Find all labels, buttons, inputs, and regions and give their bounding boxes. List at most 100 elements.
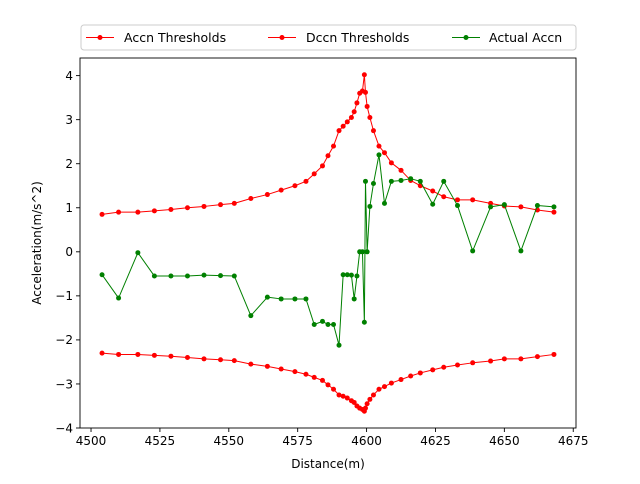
data-point-accn-thresholds [201,203,207,209]
data-point-dccn-thresholds [408,373,414,379]
data-point-dccn-thresholds [340,393,346,399]
y-tick-label: 4 [65,69,73,83]
data-point-dccn-thresholds [364,401,370,407]
data-point-accn-thresholds [278,187,284,193]
data-point-dccn-thresholds [488,358,494,364]
legend-marker-dccn-thresholds [279,35,285,40]
data-point-accn-thresholds [292,183,298,189]
data-point-dccn-thresholds [319,377,325,383]
data-point-accn-thresholds [381,150,387,156]
data-point-actual-accn [398,177,404,183]
x-tick-label: 4600 [351,434,382,448]
data-point-actual-accn [534,203,540,209]
data-point-actual-accn [231,273,237,279]
data-point-accn-thresholds [388,160,394,166]
data-point-actual-accn [344,272,350,278]
data-point-actual-accn [455,203,461,209]
data-point-dccn-thresholds [218,357,224,363]
data-point-accn-thresholds [116,209,122,215]
data-point-actual-accn [325,321,331,327]
data-point-actual-accn [336,342,342,348]
data-point-dccn-thresholds [325,382,331,388]
data-point-dccn-thresholds [367,396,373,402]
series-dccn-thresholds [99,350,557,414]
data-point-accn-thresholds [184,205,190,211]
data-point-dccn-thresholds [151,352,157,358]
data-point-accn-thresholds [455,197,461,203]
data-point-actual-accn [362,178,368,184]
data-point-actual-accn [151,273,157,279]
data-point-dccn-thresholds [303,371,309,377]
legend-label-accn-thresholds: Accn Thresholds [124,30,226,45]
y-tick-label: −2 [55,333,73,347]
data-point-actual-accn [116,295,122,301]
data-point-actual-accn [501,202,507,208]
data-point-accn-thresholds [367,114,373,120]
data-point-accn-thresholds [398,167,404,173]
data-point-actual-accn [168,273,174,279]
series-actual-accn [99,152,557,348]
data-point-accn-thresholds [340,123,346,129]
data-point-actual-accn [376,152,382,158]
x-tick-label: 4675 [558,434,589,448]
data-point-dccn-thresholds [336,392,342,398]
data-point-accn-thresholds [231,200,237,206]
data-point-accn-thresholds [376,143,382,149]
data-point-accn-thresholds [354,100,360,106]
data-point-actual-accn [201,272,207,278]
legend: Accn Thresholds Dccn Thresholds Actual A… [80,24,577,51]
data-point-accn-thresholds [325,153,331,159]
y-tick-label: −3 [55,377,73,391]
data-point-actual-accn [388,178,394,184]
data-point-accn-thresholds [430,188,436,194]
data-point-dccn-thresholds [376,386,382,392]
data-point-accn-thresholds [248,196,254,202]
x-axis-label: Distance(m) [291,457,365,471]
data-point-actual-accn [381,200,387,206]
data-point-actual-accn [340,272,346,278]
legend-marker-accn-thresholds [97,35,103,40]
data-point-accn-thresholds [99,211,105,217]
data-point-accn-thresholds [364,103,370,109]
data-point-accn-thresholds [518,204,524,210]
series-layer [99,72,557,414]
data-point-actual-accn [135,250,141,256]
data-point-accn-thresholds [370,128,376,134]
y-tick-label: −4 [55,421,73,435]
data-point-accn-thresholds [336,128,342,134]
series-line-actual-accn [101,154,554,346]
data-point-accn-thresholds [488,200,494,206]
y-axis: −4 −3 −2 −1 0 1 2 3 4 [55,69,80,435]
data-point-dccn-thresholds [264,363,270,369]
data-point-accn-thresholds [135,209,141,215]
data-point-dccn-thresholds [278,366,284,372]
data-point-dccn-thresholds [388,380,394,386]
legend-box [80,24,577,51]
data-point-dccn-thresholds [99,350,105,356]
data-point-accn-thresholds [311,171,317,177]
data-point-actual-accn [303,296,309,302]
data-point-actual-accn [264,294,270,300]
data-point-actual-accn [311,321,317,327]
data-point-actual-accn [319,318,325,324]
legend-label-dccn-thresholds: Dccn Thresholds [306,30,409,45]
data-point-dccn-thresholds [201,356,207,362]
y-tick-label: 2 [65,157,73,171]
data-point-accn-thresholds [264,192,270,198]
data-point-dccn-thresholds [518,356,524,362]
data-point-accn-thresholds [319,163,325,169]
x-tick-label: 4575 [282,434,313,448]
y-tick-label: 3 [65,113,73,127]
data-point-accn-thresholds [551,209,557,215]
y-axis-label: Acceleration(m/s^2) [30,181,44,305]
y-tick-label: −1 [55,289,73,303]
data-point-actual-accn [551,204,557,210]
data-point-dccn-thresholds [231,358,237,364]
data-point-actual-accn [361,319,367,325]
data-point-actual-accn [348,272,354,278]
data-point-dccn-thresholds [381,384,387,390]
data-point-dccn-thresholds [501,356,507,362]
data-point-accn-thresholds [351,109,357,115]
